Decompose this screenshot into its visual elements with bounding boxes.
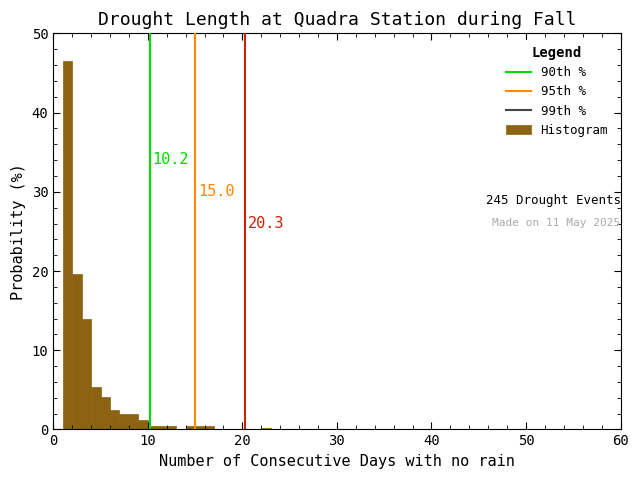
Bar xyxy=(63,61,72,430)
Text: 15.0: 15.0 xyxy=(198,184,234,199)
Bar xyxy=(72,274,82,430)
Bar xyxy=(195,426,205,430)
Bar xyxy=(129,414,138,430)
Bar xyxy=(82,319,91,430)
Text: Made on 11 May 2025: Made on 11 May 2025 xyxy=(492,217,621,228)
Text: 245 Drought Events: 245 Drought Events xyxy=(486,194,621,207)
Bar xyxy=(261,428,271,430)
Bar xyxy=(120,414,129,430)
Bar xyxy=(148,426,157,430)
Title: Drought Length at Quadra Station during Fall: Drought Length at Quadra Station during … xyxy=(98,11,576,29)
Bar xyxy=(91,387,100,430)
Bar xyxy=(205,426,214,430)
Legend: 90th %, 95th %, 99th %, Histogram: 90th %, 95th %, 99th %, Histogram xyxy=(499,40,614,143)
Bar xyxy=(138,420,148,430)
X-axis label: Number of Consecutive Days with no rain: Number of Consecutive Days with no rain xyxy=(159,454,515,469)
Bar xyxy=(186,426,195,430)
Y-axis label: Probability (%): Probability (%) xyxy=(11,163,26,300)
Bar xyxy=(100,397,110,430)
Text: 20.3: 20.3 xyxy=(248,216,285,230)
Text: 10.2: 10.2 xyxy=(152,152,189,167)
Bar xyxy=(157,426,167,430)
Bar xyxy=(110,410,120,430)
Bar xyxy=(167,426,176,430)
